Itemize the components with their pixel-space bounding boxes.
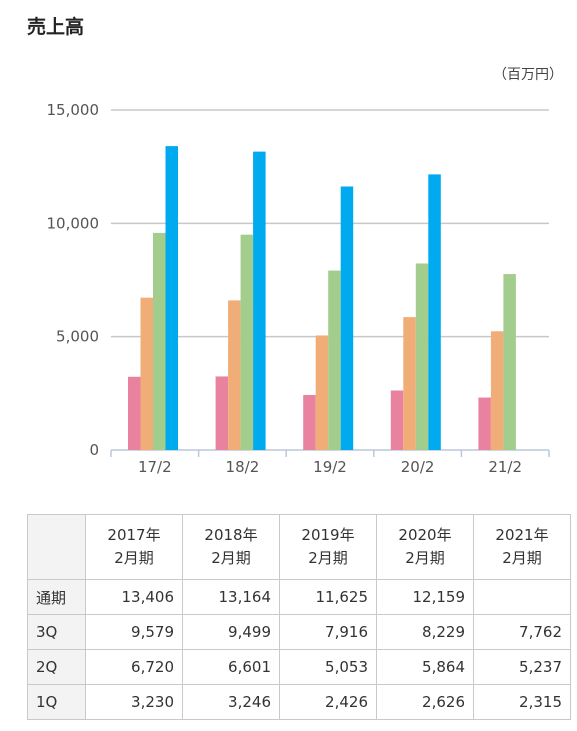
table-row: 通期 13,406 13,164 11,625 12,159 <box>27 579 571 615</box>
bar-2Q-20/2 <box>403 317 416 450</box>
table-header-cell: 2017年 2月期 <box>85 514 183 580</box>
row-label: 1Q <box>27 684 86 720</box>
table-cell: 6,720 <box>85 649 183 685</box>
table-cell: 7,762 <box>473 614 571 650</box>
bar-通期-18/2 <box>253 151 266 450</box>
table-corner-cell <box>27 514 86 580</box>
x-tick-label: 20/2 <box>401 458 435 476</box>
table-cell: 2,626 <box>376 684 474 720</box>
x-tick-label: 18/2 <box>226 458 260 476</box>
y-tick-label: 10,000 <box>47 214 100 232</box>
row-label: 3Q <box>27 614 86 650</box>
table-cell <box>473 579 571 615</box>
sales-bar-chart: 0 5,000 10,000 15,000 17/2 18/2 19/2 20/2 21/2 <box>47 101 550 476</box>
table-row: 3Q 9,579 9,499 7,916 8,229 7,762 <box>27 614 571 650</box>
table-cell: 2,426 <box>279 684 377 720</box>
x-tick-label: 21/2 <box>488 458 522 476</box>
table-cell: 5,864 <box>376 649 474 685</box>
table-row: 2Q 6,720 6,601 5,053 5,864 5,237 <box>27 649 571 685</box>
y-tick-label: 15,000 <box>47 101 100 119</box>
table-cell: 6,601 <box>182 649 280 685</box>
table-cell: 13,406 <box>85 579 183 615</box>
bar-通期-19/2 <box>340 186 354 450</box>
table-cell: 9,579 <box>85 614 183 650</box>
table-cell: 7,916 <box>279 614 377 650</box>
bar-3Q-21/2 <box>503 274 516 450</box>
row-label: 2Q <box>27 649 86 685</box>
table-row: 1Q 3,230 3,246 2,426 2,626 2,315 <box>27 684 571 720</box>
row-label: 通期 <box>27 579 86 615</box>
bar-通期-17/2 <box>165 146 178 450</box>
y-tick-label: 0 <box>89 441 99 459</box>
bar-1Q-19/2 <box>303 395 316 450</box>
bar-2Q-18/2 <box>228 300 241 450</box>
table-header-cell: 2019年 2月期 <box>279 514 377 580</box>
page-title: 売上高 <box>27 16 85 38</box>
x-tick-label: 19/2 <box>313 458 347 476</box>
bar-2Q-19/2 <box>315 335 329 450</box>
table-cell: 2,315 <box>473 684 571 720</box>
table-cell: 13,164 <box>182 579 280 615</box>
bar-2Q-17/2 <box>140 297 153 450</box>
table-cell: 3,246 <box>182 684 280 720</box>
table-cell: 8,229 <box>376 614 474 650</box>
bar-1Q-20/2 <box>390 390 404 450</box>
table-header-cell: 2018年 2月期 <box>182 514 280 580</box>
bar-1Q-17/2 <box>128 376 141 450</box>
table-cell: 11,625 <box>279 579 377 615</box>
y-tick-label: 5,000 <box>56 328 99 346</box>
table-cell: 5,237 <box>473 649 571 685</box>
bar-1Q-21/2 <box>478 397 491 450</box>
table-header-row: 2017年 2月期 2018年 2月期 2019年 2月期 2020年 2月期 2021… <box>27 514 571 580</box>
bar-3Q-20/2 <box>415 263 429 450</box>
sales-table: 2017年 2月期 2018年 2月期 2019年 2月期 2020年 2月期 2021… <box>27 514 571 720</box>
table-cell: 9,499 <box>182 614 280 650</box>
unit-label: （百万円） <box>493 67 563 83</box>
bar-1Q-18/2 <box>215 376 229 450</box>
bar-3Q-19/2 <box>328 270 341 450</box>
table-cell: 12,159 <box>376 579 474 615</box>
table-header-cell: 2021年 2月期 <box>473 514 571 580</box>
x-tick-label: 17/2 <box>138 458 172 476</box>
bar-2Q-21/2 <box>490 331 504 450</box>
bar-通期-20/2 <box>428 174 441 450</box>
bar-3Q-18/2 <box>240 234 254 450</box>
table-header-cell: 2020年 2月期 <box>376 514 474 580</box>
table-cell: 3,230 <box>85 684 183 720</box>
bar-3Q-17/2 <box>153 232 166 450</box>
table-cell: 5,053 <box>279 649 377 685</box>
